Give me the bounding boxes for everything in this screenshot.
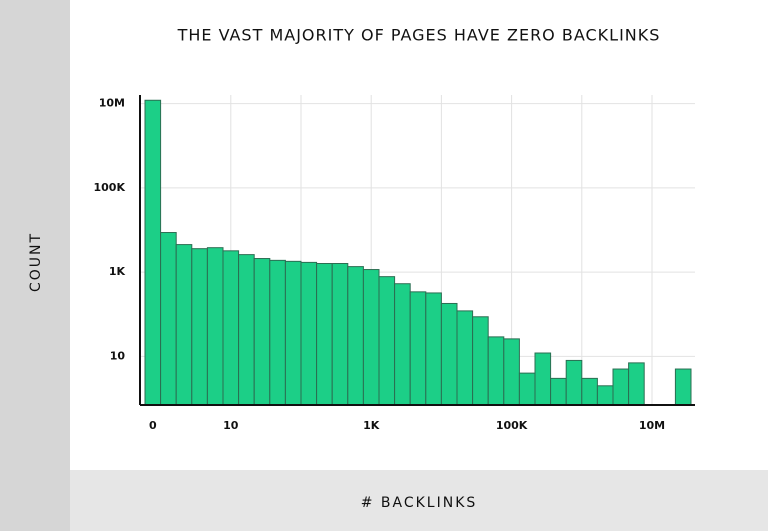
bar — [534, 352, 552, 406]
bar — [300, 261, 318, 406]
bar — [487, 336, 505, 406]
bar — [456, 310, 474, 406]
x-tick-label: 100K — [496, 419, 528, 432]
bar — [144, 99, 162, 406]
bar — [472, 316, 489, 406]
bar — [316, 263, 333, 406]
bar — [550, 377, 567, 406]
bar — [628, 362, 645, 406]
x-tick-label: 10M — [639, 419, 665, 432]
x-axis-title: # BACKLINKS — [361, 495, 478, 511]
x-tick-label: 10 — [223, 419, 239, 432]
bar — [284, 260, 302, 406]
bar — [394, 283, 411, 406]
bar — [503, 338, 520, 406]
bar — [378, 276, 396, 406]
bar — [362, 269, 380, 406]
y-tick-label: 100K — [94, 181, 126, 194]
bar — [425, 292, 442, 406]
y-tick-label: 10M — [99, 97, 125, 110]
bar — [565, 359, 583, 406]
bar — [612, 368, 630, 406]
x-tick-label: 0 — [149, 419, 157, 432]
bar — [206, 247, 224, 406]
bar — [238, 254, 255, 406]
y-tick-label: 1K — [109, 265, 126, 278]
bar — [409, 291, 427, 406]
y-axis-title: COUNT — [28, 232, 44, 292]
chart-title: THE VAST MAJORITY OF PAGES HAVE ZERO BAC… — [177, 26, 661, 45]
bar — [581, 377, 598, 406]
x-label-band — [70, 470, 768, 531]
x-tick-label: 1K — [363, 419, 380, 432]
y-label-band — [0, 0, 70, 531]
bar — [674, 368, 692, 406]
bar — [253, 258, 271, 406]
bar — [347, 266, 364, 406]
bar — [440, 302, 458, 406]
bar — [175, 244, 193, 406]
bar — [191, 248, 208, 406]
y-tick-label: 10 — [110, 349, 126, 362]
bar — [331, 263, 349, 406]
bar — [269, 259, 286, 406]
bar — [518, 372, 536, 406]
bar — [596, 385, 614, 406]
bar — [222, 250, 240, 406]
bar — [160, 232, 177, 406]
